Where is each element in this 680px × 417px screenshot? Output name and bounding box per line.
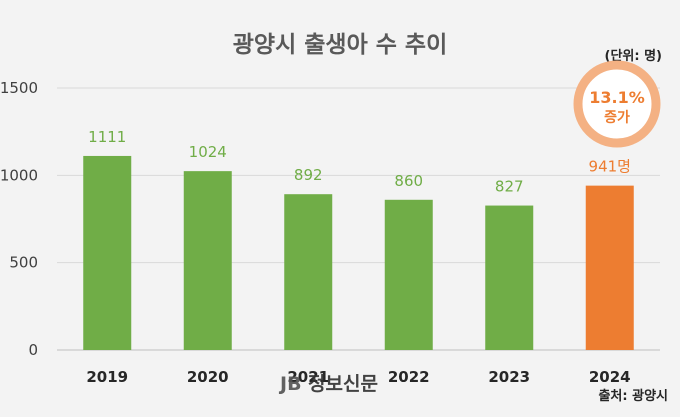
- bar: [585, 185, 634, 350]
- x-tick-label: 2020: [187, 368, 229, 386]
- data-label: 827: [495, 178, 524, 196]
- growth-badge-label: 증가: [604, 110, 630, 126]
- y-tick-label: 1500: [0, 79, 38, 97]
- x-tick-label: 2021: [287, 368, 329, 386]
- x-tick-label: 2023: [488, 368, 530, 386]
- bar: [284, 194, 333, 350]
- growth-badge-ring: [573, 60, 661, 148]
- bar: [83, 155, 132, 350]
- watermark-logo: JB: [278, 373, 302, 395]
- x-tick-label: 2022: [388, 368, 430, 386]
- bar: [384, 199, 433, 350]
- y-tick-label: 500: [9, 254, 38, 272]
- bar: [183, 171, 232, 350]
- x-tick-label: 2019: [86, 368, 128, 386]
- y-tick-label: 0: [28, 341, 38, 359]
- watermark-name: 정보신문: [308, 373, 378, 395]
- x-axis: 2019 2020 2021 2022 2023 2024: [86, 368, 630, 386]
- data-label: 1111: [88, 128, 126, 146]
- chart-title: 광양시 출생아 수 추이: [233, 32, 447, 58]
- gridlines: [57, 87, 660, 351]
- growth-badge-percent: 13.1%: [589, 88, 645, 107]
- watermark: JB 정보신문: [278, 373, 378, 395]
- y-tick-label: 1000: [0, 166, 38, 184]
- bar: [485, 205, 534, 350]
- x-tick-label: 2024: [589, 368, 631, 386]
- data-label: 892: [294, 166, 323, 184]
- source-note: 출처: 광양시: [598, 388, 668, 404]
- growth-badge: 13.1% 증가: [573, 60, 661, 148]
- unit-note: (단위: 명): [605, 48, 663, 64]
- data-label: 1024: [189, 143, 227, 161]
- data-label: 860: [394, 172, 423, 190]
- bars: 1111 1024 892 860 827 941명: [83, 128, 634, 350]
- data-label: 941명: [589, 158, 631, 176]
- y-axis: 0 500 1000 1500: [0, 79, 38, 359]
